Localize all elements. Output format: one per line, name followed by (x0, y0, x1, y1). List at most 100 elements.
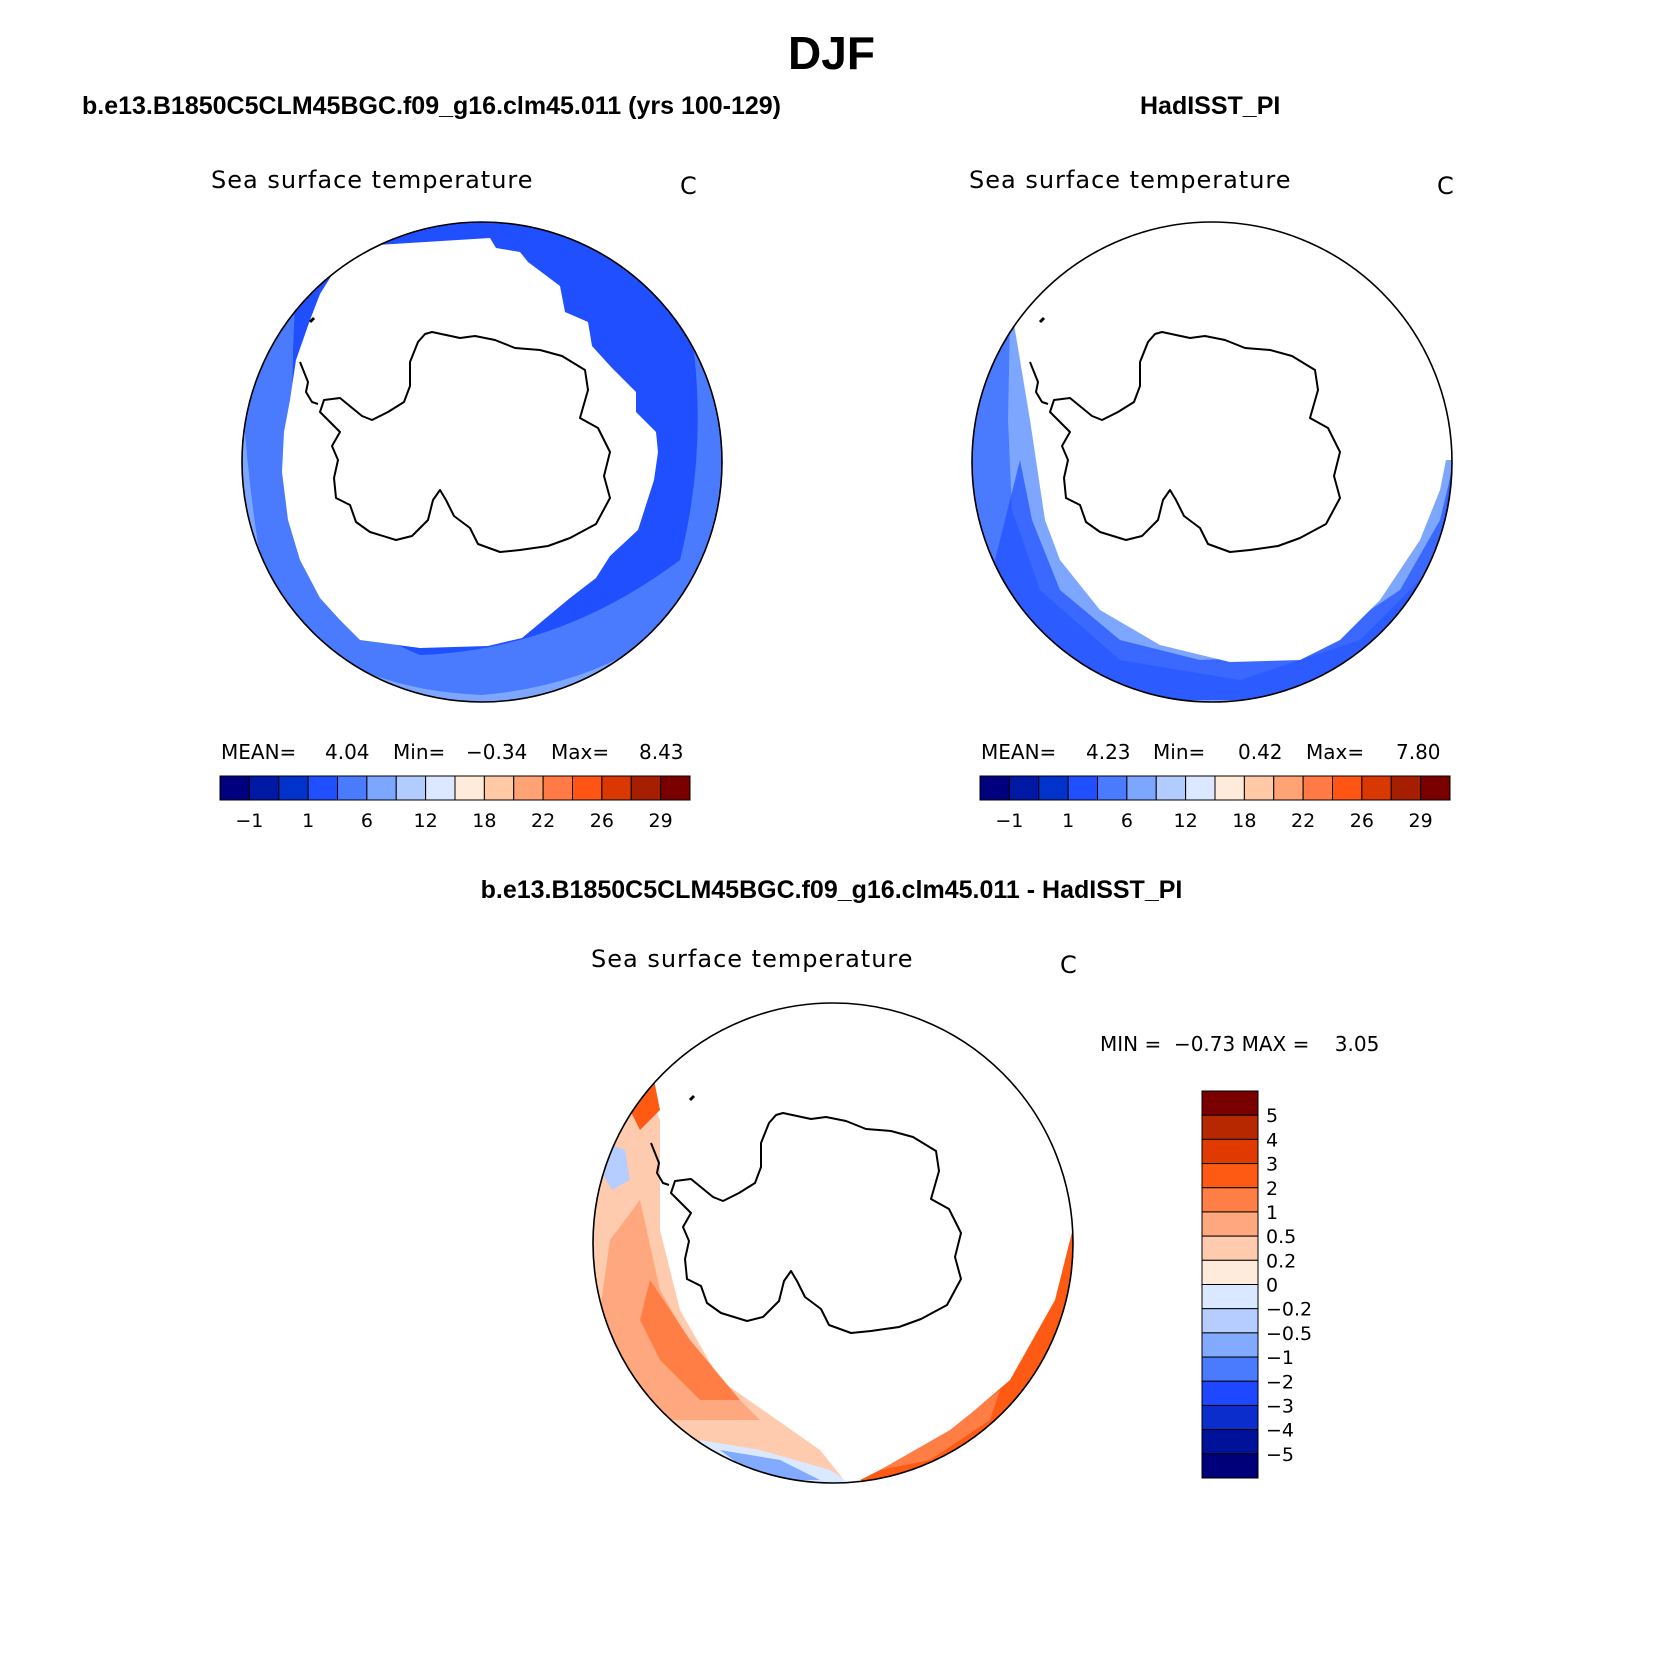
left-colorbar-box (601, 775, 632, 801)
diff-colorbar-tick-label: −3 (1266, 1395, 1294, 1417)
diff-colorbar-box (1201, 1211, 1259, 1237)
left-colorbar-tick-label: 12 (414, 810, 438, 832)
diff-colorbar-box (1201, 1163, 1259, 1189)
right-sea-ice-mask (1010, 222, 1448, 662)
left-units: C (680, 172, 697, 200)
left-colorbar-tick-label: 26 (590, 810, 614, 832)
diff-colorbar-box (1201, 1187, 1259, 1213)
left-colorbar-box (454, 775, 485, 801)
left-map (241, 221, 723, 703)
left-colorbar-box (307, 775, 338, 801)
diff-colorbar-tick-label: 2 (1266, 1178, 1278, 1200)
left-peninsula-coast (299, 361, 319, 405)
diff-colorbar-box (1201, 1453, 1259, 1479)
diff-colorbar-tick-label: −2 (1266, 1371, 1294, 1393)
diff-map (592, 1002, 1074, 1484)
diff-colorbar-tick-label: −1 (1266, 1347, 1294, 1369)
diff-colorbar-box (1201, 1235, 1259, 1261)
diff-colorbar-box (1201, 1138, 1259, 1165)
right-units: C (1437, 172, 1454, 200)
diff-colorbar-box (1201, 1308, 1259, 1334)
left-colorbar-box (248, 775, 280, 801)
diff-colorbar-box (1201, 1380, 1259, 1406)
right-colorbar-box (1390, 775, 1422, 801)
left-min-label: Min= (393, 740, 446, 764)
right-map (971, 221, 1453, 703)
left-colorbar-tick-label: 6 (361, 810, 373, 832)
right-colorbar-box (1420, 775, 1451, 801)
right-mean-label: MEAN= (981, 740, 1057, 764)
right-colorbar-box (1273, 775, 1304, 801)
diff-sst-field (593, 1060, 1073, 1483)
right-colorbar-box (1214, 775, 1245, 801)
diff-field-cooler-south (720, 1450, 820, 1480)
diff-colorbar-tick-label: −5 (1266, 1444, 1294, 1466)
left-colorbar-box (572, 775, 603, 801)
diff-colorbar-tick-label: −0.5 (1266, 1323, 1312, 1345)
diff-colorbar-tick-label: −4 (1266, 1420, 1294, 1442)
diff-colorbar-tick-label: 0.2 (1266, 1250, 1296, 1272)
left-colorbar-box (542, 775, 573, 801)
right-colorbar-box (1038, 775, 1069, 801)
diff-map-boundary (592, 1002, 1074, 1484)
left-colorbar-box (483, 775, 515, 801)
right-colorbar-box (1332, 775, 1363, 801)
right-sst-field (972, 222, 1452, 702)
left-max-label: Max= (551, 740, 610, 764)
left-mean-value: 4.04 (325, 740, 370, 764)
diff-variable-title: Sea surface temperature (591, 945, 914, 973)
left-colorbar-box (366, 775, 397, 801)
left-map-boundary (241, 221, 723, 703)
diff-island (688, 1094, 696, 1102)
left-colorbar-box (425, 775, 456, 801)
left-colorbar-tick-label: 29 (649, 810, 673, 832)
left-colorbar-box (395, 775, 427, 801)
left-variable-title: Sea surface temperature (211, 166, 534, 194)
right-colorbar-tick-label: 29 (1409, 810, 1433, 832)
left-colorbar-box (219, 775, 250, 801)
diff-colorbar-box (1201, 1356, 1259, 1382)
left-colorbar: −1 1 6 12 18 22 26 29 (219, 775, 691, 832)
right-panel-title: HadISST_PI (1140, 92, 1281, 120)
diff-colorbar-box (1201, 1284, 1259, 1310)
diff-field-hot-east (860, 1220, 1073, 1483)
left-max-value: 8.43 (639, 740, 684, 764)
diff-colorbar-box (1201, 1259, 1259, 1285)
diff-colorbar-box (1201, 1114, 1259, 1140)
left-min-value: −0.34 (466, 740, 528, 764)
right-colorbar-tick-label: 12 (1174, 810, 1198, 832)
left-sea-ice-mask (282, 238, 658, 648)
left-colorbar-box (278, 775, 309, 801)
left-antarctica-coastline (319, 331, 611, 553)
right-antarctica-coastline (1049, 331, 1341, 553)
right-min-value: 0.42 (1238, 740, 1283, 764)
right-peninsula-coast (1029, 361, 1049, 405)
right-colorbar-box (1126, 775, 1157, 801)
right-min-label: Min= (1153, 740, 1206, 764)
diff-colorbar-tick-label: 0 (1266, 1275, 1278, 1297)
right-colorbar-tick-label: 22 (1291, 810, 1315, 832)
right-colorbar-tick-label: 26 (1350, 810, 1374, 832)
diff-colorbar-box (1201, 1429, 1259, 1455)
right-colorbar-box (979, 775, 1010, 801)
figure-title: DJF (788, 27, 875, 79)
diff-panel-title: b.e13.B1850C5CLM45BGC.f09_g16.clm45.011 … (480, 876, 1183, 904)
diff-antarctica-coastline (670, 1112, 962, 1334)
left-colorbar-tick-label: 22 (531, 810, 555, 832)
diff-units: C (1060, 951, 1077, 979)
right-colorbar-box (1302, 775, 1333, 801)
left-colorbar-box (630, 775, 662, 801)
diff-colorbar-box (1201, 1332, 1259, 1358)
diff-colorbar-box (1201, 1090, 1259, 1116)
left-colorbar-box (513, 775, 544, 801)
right-island (1038, 316, 1046, 324)
right-colorbar-tick-label: 1 (1062, 810, 1074, 832)
right-colorbar-box (1155, 775, 1187, 801)
left-colorbar-box (660, 775, 691, 801)
diff-colorbar-tick-label: −0.2 (1266, 1299, 1312, 1321)
right-colorbar-box (1185, 775, 1216, 801)
diff-colorbar-box (1201, 1404, 1259, 1431)
right-max-label: Max= (1306, 740, 1365, 764)
